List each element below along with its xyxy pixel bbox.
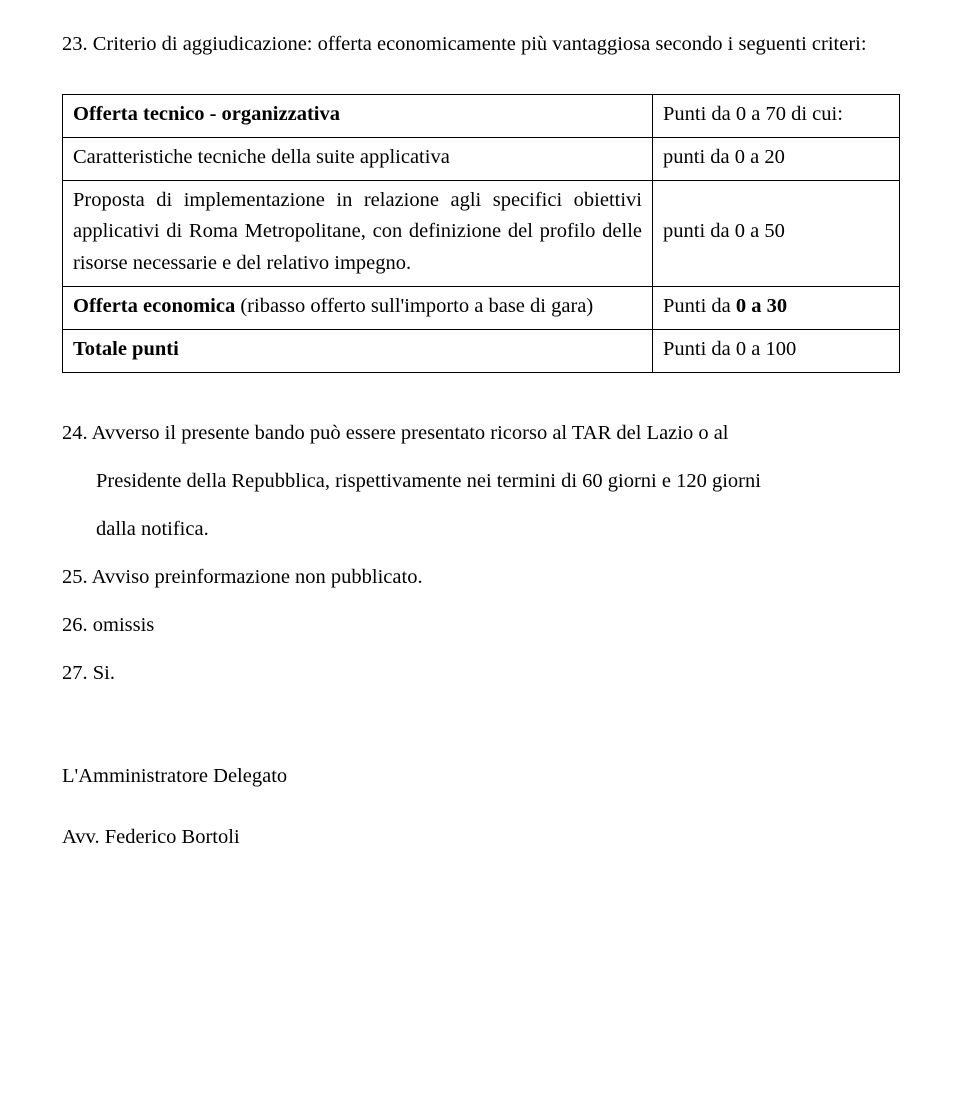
cell-label-bold: Offerta economica <box>73 295 235 317</box>
cell-label-text: Totale punti <box>73 338 179 360</box>
cell-label: Caratteristiche tecniche della suite app… <box>63 137 653 180</box>
signature-block: L'Amministratore Delegato Avv. Federico … <box>62 756 900 858</box>
signature-role: L'Amministratore Delegato <box>62 756 900 797</box>
signature-gap <box>62 797 900 817</box>
cell-value-prefix: Punti da <box>663 295 736 317</box>
table-row: Offerta economica (ribasso offerto sull'… <box>63 287 900 330</box>
paragraph-24-line1: 24. Avverso il presente bando può essere… <box>62 409 900 457</box>
cell-label-rest: (ribasso offerto sull'importo a base di … <box>235 295 593 317</box>
table-row: Offerta tecnico - organizzativa Punti da… <box>63 95 900 138</box>
cell-value: punti da 0 a 20 <box>653 137 900 180</box>
cell-value: punti da 0 a 50 <box>653 180 900 286</box>
cell-value: Punti da 0 a 70 di cui: <box>653 95 900 138</box>
paragraph-24-line3: dalla notifica. <box>96 505 900 553</box>
table-row: Totale punti Punti da 0 a 100 <box>63 329 900 372</box>
cell-label-text: Offerta tecnico - organizzativa <box>73 103 340 125</box>
item-26: 26. omissis <box>62 601 900 649</box>
cell-label: Offerta tecnico - organizzativa <box>63 95 653 138</box>
signature-name: Avv. Federico Bortoli <box>62 817 900 858</box>
cell-value: Punti da 0 a 100 <box>653 329 900 372</box>
paragraph-24-line2: Presidente della Repubblica, rispettivam… <box>96 457 900 505</box>
item-25: 25. Avviso preinformazione non pubblicat… <box>62 553 900 601</box>
cell-label: Proposta di implementazione in relazione… <box>63 180 653 286</box>
cell-value: Punti da 0 a 30 <box>653 287 900 330</box>
document-page: 23. Criterio di aggiudicazione: offerta … <box>0 0 960 1116</box>
paragraph-24-continuation: Presidente della Repubblica, rispettivam… <box>62 457 900 553</box>
criteria-table: Offerta tecnico - organizzativa Punti da… <box>62 94 900 372</box>
item-27: 27. Si. <box>62 649 900 697</box>
paragraph-23-text: 23. Criterio di aggiudicazione: offerta … <box>62 33 867 55</box>
vertical-spacer <box>62 698 900 756</box>
table-row: Proposta di implementazione in relazione… <box>63 180 900 286</box>
cell-label: Offerta economica (ribasso offerto sull'… <box>63 287 653 330</box>
table-row: Caratteristiche tecniche della suite app… <box>63 137 900 180</box>
cell-value-bold: 0 a 30 <box>736 295 787 317</box>
cell-label: Totale punti <box>63 329 653 372</box>
paragraph-23: 23. Criterio di aggiudicazione: offerta … <box>62 20 900 68</box>
